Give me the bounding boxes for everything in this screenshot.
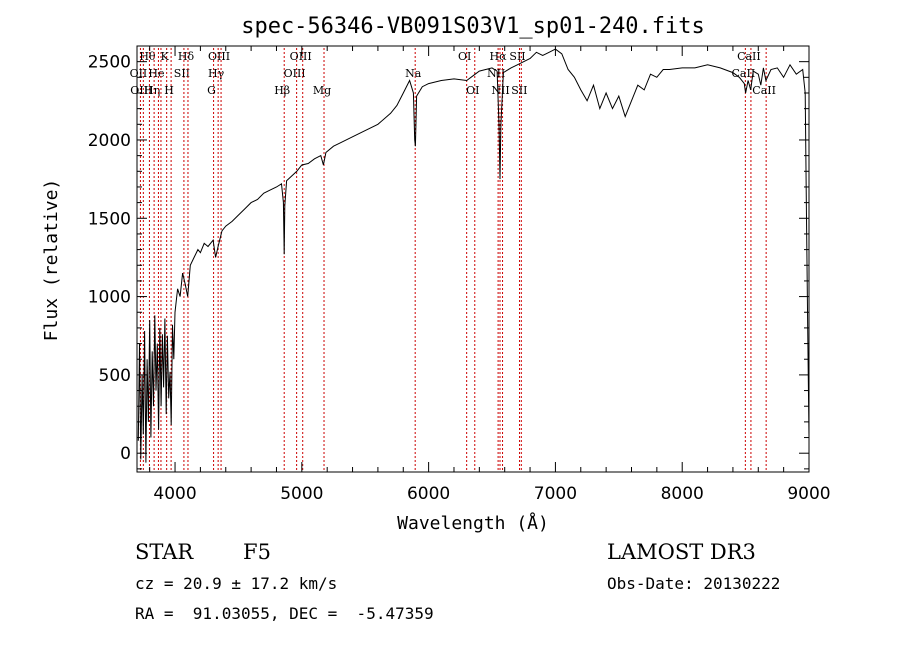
line-marker-label: G bbox=[207, 84, 216, 97]
x-axis-label: Wavelength (Å) bbox=[397, 512, 549, 534]
x-tick-label: 9000 bbox=[787, 484, 830, 504]
line-marker-label: Hα bbox=[489, 50, 507, 63]
line-marker-label: OIII bbox=[130, 84, 152, 97]
x-tick-label: 7000 bbox=[534, 484, 577, 504]
line-marker-label: OIII bbox=[208, 50, 230, 63]
y-tick-label: 500 bbox=[99, 366, 131, 386]
line-marker-label: Hθ bbox=[139, 50, 156, 63]
spectrum-layer bbox=[137, 48, 810, 463]
line-marker-label: K bbox=[161, 50, 170, 63]
line-marker-label: OI bbox=[458, 50, 471, 63]
line-marker-label: CaII bbox=[737, 50, 761, 63]
line-marker-label: SII bbox=[511, 84, 527, 97]
line-marker-label: OI bbox=[466, 84, 479, 97]
line-marker-label: He bbox=[148, 67, 164, 80]
x-tick-label: 8000 bbox=[661, 484, 704, 504]
x-tick-label: 4000 bbox=[153, 484, 196, 504]
line-marker-label: Hβ bbox=[274, 84, 290, 97]
line-marker-label: OII bbox=[130, 67, 148, 80]
y-tick-label: 2500 bbox=[88, 53, 131, 73]
line-marker-label: NII bbox=[491, 84, 509, 97]
line-marker-label: SII bbox=[174, 67, 190, 80]
line-marker-label: NII bbox=[487, 67, 505, 80]
survey-name: LAMOST DR3 bbox=[607, 540, 756, 564]
line-marker-label: Na bbox=[405, 67, 422, 80]
object-subclass: F5 bbox=[243, 540, 271, 564]
y-tick-label: 1000 bbox=[88, 288, 131, 308]
line-marker-label: H bbox=[164, 84, 174, 97]
line-marker-label: CaII bbox=[752, 84, 776, 97]
y-axis-label: Flux (relative) bbox=[41, 179, 62, 342]
line-marker-label: OIII bbox=[290, 50, 312, 63]
line-marker-label: Hδ bbox=[178, 50, 195, 63]
line-marker-label: OIII bbox=[284, 67, 306, 80]
axis-layer: 4000 5000 6000 7000 8000 9000 0 500 1000 1500 2000… bbox=[88, 46, 831, 504]
line-marker-layer: OIIOIIIHθHηHeKHSIIHδGHγOIIIHβOIIIOIIIMgN… bbox=[130, 48, 776, 472]
redshift-readout: cz = 20.9 ± 17.2 km/s bbox=[135, 574, 338, 593]
line-marker-label: Mg bbox=[313, 84, 331, 97]
y-tick-label: 0 bbox=[120, 444, 131, 464]
line-marker-label: Hη bbox=[144, 84, 160, 97]
line-marker-label: SII bbox=[509, 50, 525, 63]
x-tick-label: 5000 bbox=[280, 484, 323, 504]
line-marker-label: CaII bbox=[732, 67, 756, 80]
obs-date: Obs-Date: 20130222 bbox=[607, 574, 781, 593]
y-tick-label: 1500 bbox=[88, 209, 131, 229]
y-tick-label: 2000 bbox=[88, 131, 131, 151]
x-tick-label: 6000 bbox=[407, 484, 450, 504]
coordinates-readout: RA = 91.03055, DEC = -5.47359 bbox=[135, 604, 434, 623]
plot-frame bbox=[136, 45, 810, 473]
spectrum-line bbox=[137, 48, 810, 463]
object-class: STAR bbox=[135, 540, 194, 564]
line-marker-label: Hγ bbox=[208, 67, 225, 80]
chart-title: spec-56346-VB091S03V1_sp01-240.fits bbox=[241, 14, 705, 39]
